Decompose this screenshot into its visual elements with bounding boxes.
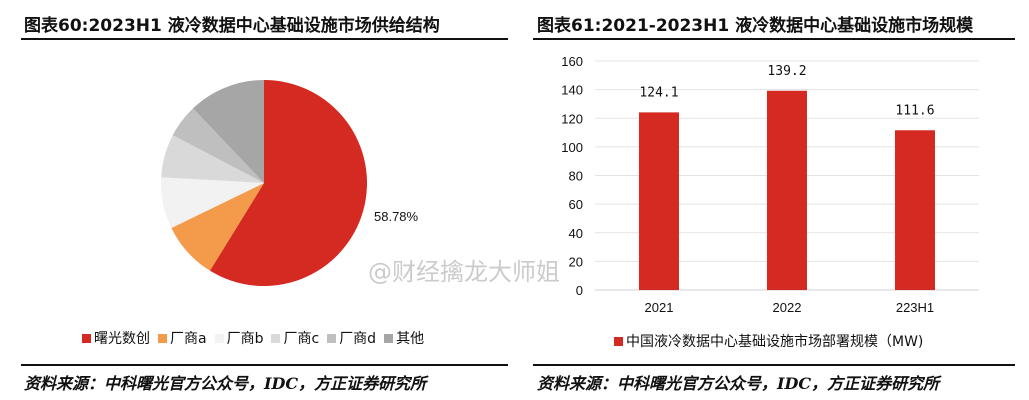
legend-swatch	[384, 333, 394, 343]
bar	[767, 90, 807, 291]
right-title-rule	[533, 38, 1015, 40]
legend-label: 厂商d	[339, 331, 377, 347]
left-source-rule	[21, 364, 508, 366]
pie-slice	[161, 135, 264, 183]
legend-item: 厂商c	[271, 328, 319, 348]
bar	[639, 112, 679, 291]
legend-label: 厂商b	[226, 331, 264, 347]
y-tick-label: 80	[569, 169, 583, 184]
legend-item: 中国液冷数据中心基础设施市场部署规模（MW)	[614, 331, 923, 351]
pie-slice	[193, 80, 264, 183]
left-title-rule	[21, 38, 508, 40]
watermark: @财经擒龙大师姐	[368, 258, 560, 286]
y-tick-label: 0	[576, 283, 583, 298]
pie-slice	[172, 108, 264, 183]
y-tick-label: 140	[561, 83, 583, 98]
legend-label: 曙光数创	[94, 331, 150, 347]
bar-data-label: 139.2	[767, 64, 806, 79]
legend-label: 厂商c	[283, 331, 320, 347]
pie-slice	[161, 177, 264, 229]
x-tick-label: 2022	[773, 300, 802, 315]
left-chart-title: 图表60:2023H1 液冷数据中心基础设施市场供给结构	[24, 16, 440, 36]
right-chart-title: 图表61:2021-2023H1 液冷数据中心基础设施市场规模	[537, 16, 974, 36]
bar-legend: 中国液冷数据中心基础设施市场部署规模（MW)	[614, 331, 923, 351]
y-tick-label: 100	[561, 140, 583, 155]
y-tick-label: 40	[569, 226, 583, 241]
pie-data-label: 58.78%	[374, 209, 419, 224]
legend-swatch	[82, 333, 91, 343]
y-tick-label: 20	[569, 254, 583, 269]
legend-item: 厂商a	[158, 328, 207, 348]
legend-label: 厂商a	[170, 331, 207, 347]
bar-data-label: 111.6	[895, 103, 934, 118]
legend-label: 中国液冷数据中心基础设施市场部署规模（MW)	[626, 334, 924, 350]
legend-swatch	[271, 333, 281, 343]
legend-swatch	[327, 333, 337, 343]
x-tick-label: 223H1	[896, 300, 934, 315]
legend-item: 厂商d	[327, 328, 376, 348]
y-tick-label: 160	[561, 54, 583, 69]
legend-item: 厂商b	[214, 328, 264, 348]
legend-swatch	[614, 336, 623, 346]
right-source: 资料来源：中科曙光官方公众号，IDC，方正证券研究所	[537, 374, 940, 393]
legend-swatch	[214, 333, 224, 343]
x-tick-label: 2021	[645, 300, 674, 315]
pie-slice	[209, 80, 368, 286]
legend-item: 其他	[384, 328, 424, 348]
legend-item: 曙光数创	[82, 328, 150, 348]
left-source: 资料来源：中科曙光官方公众号，IDC，方正证券研究所	[24, 374, 427, 393]
bar	[895, 130, 935, 290]
y-tick-label: 60	[569, 197, 583, 212]
legend-swatch	[158, 333, 167, 343]
pie-legend: 曙光数创 厂商a 厂商b 厂商c 厂商d 其他	[82, 328, 424, 348]
pie-slice	[171, 183, 264, 271]
bar-data-label: 124.1	[639, 85, 678, 100]
right-source-rule	[533, 364, 1015, 366]
legend-label: 其他	[396, 331, 425, 347]
y-tick-label: 120	[561, 111, 583, 126]
